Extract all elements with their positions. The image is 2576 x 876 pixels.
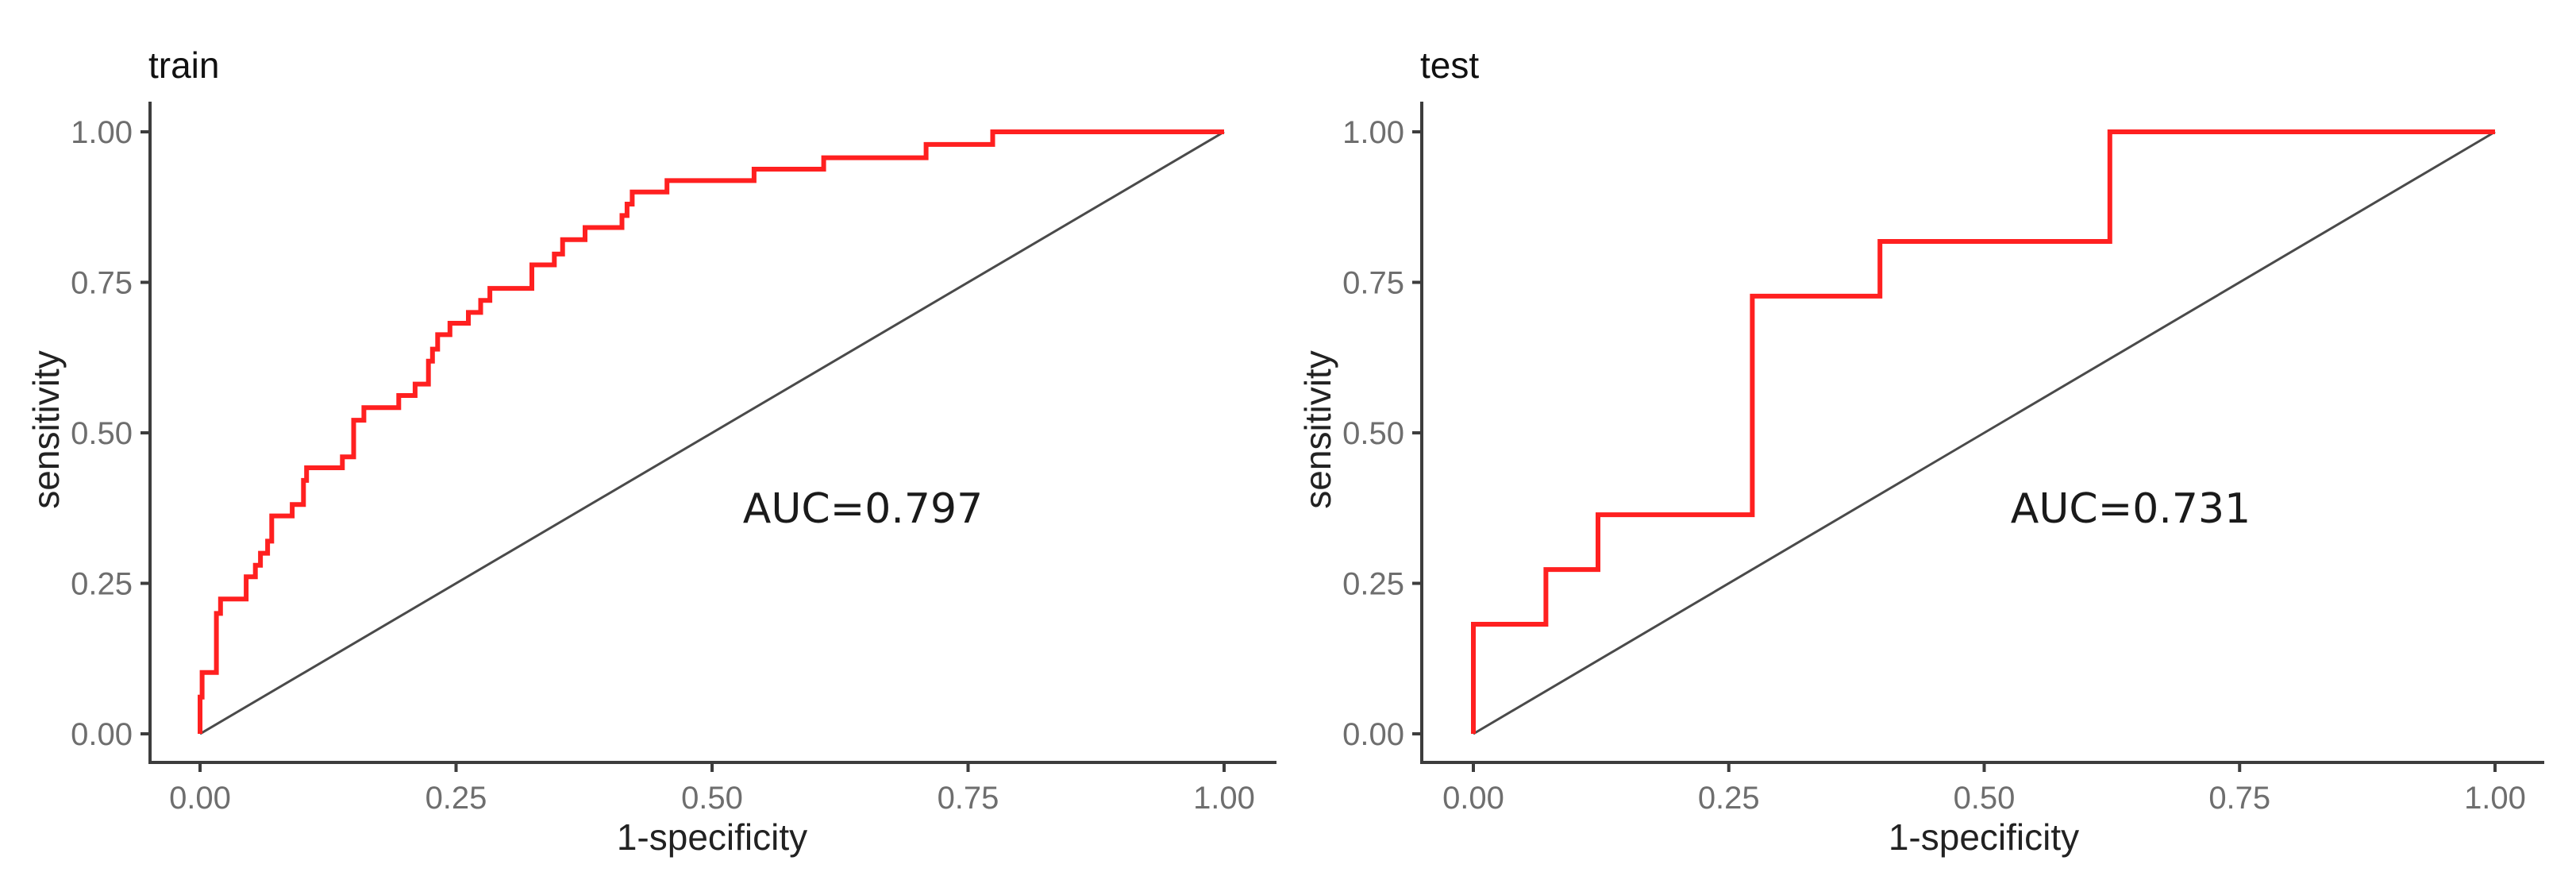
reference-diagonal	[1473, 130, 2496, 735]
x-tick-label: 1.00	[2464, 781, 2526, 816]
roc-curve	[198, 129, 1224, 734]
y-tick-label: 0.50	[71, 416, 133, 451]
y-tick-label: 0.75	[1342, 266, 1404, 301]
test-panel: test 0.000.250.500.751.00 0.00 0.25 0.50 0.…	[1297, 44, 2544, 858]
panel-title: test	[1420, 44, 1479, 86]
y-axis: 0.00 0.25 0.50 0.75 1.00	[71, 102, 152, 764]
x-tick-label: 0.75	[2208, 781, 2270, 816]
y-tick-label: 0.25	[71, 567, 133, 602]
x-tick-label: 0.50	[1954, 781, 2016, 816]
y-axis-title: sensitivity	[1297, 350, 1338, 508]
x-tick-label: 0.25	[425, 781, 487, 816]
x-ticks: 0.00 0.25 0.50 0.75 1.00	[1442, 762, 2526, 816]
x-axis: 0.00 0.25 0.50 0.75 1.00	[148, 761, 1276, 816]
y-tick-label: 1.00	[1342, 115, 1404, 150]
y-tick-label: 1.00	[71, 115, 133, 150]
x-tick-label: 1.00	[1193, 781, 1255, 816]
y-tick-label: 0.00	[71, 717, 133, 752]
x-tick-label: 0.00	[169, 781, 231, 816]
x-axis-title: 1-specificity	[1889, 816, 2079, 858]
reference-diagonal	[199, 130, 1225, 735]
auc-label: AUC=0.731	[2011, 485, 2251, 533]
y-axis-title: sensitivity	[25, 350, 67, 508]
panel-title: train	[148, 44, 219, 86]
y-tick-label: 0.50	[1342, 416, 1404, 451]
y-tick-label: 0.75	[71, 266, 133, 301]
y-axis: 0.00 0.25 0.50 0.75 1.00	[1342, 102, 1423, 764]
roc-curve	[1471, 129, 2495, 734]
y-ticks: 0.00 0.25 0.50 0.75 1.00	[1342, 115, 1422, 752]
y-tick-label: 0.25	[1342, 567, 1404, 602]
x-ticks: 0.00 0.25 0.50 0.75 1.00	[169, 762, 1255, 816]
x-tick-label: 0.00	[1442, 781, 1504, 816]
x-axis-title: 1-specificity	[617, 816, 807, 858]
x-tick-label: 0.75	[938, 781, 999, 816]
x-axis: 0.00 0.25 0.50 0.75 1.00	[1420, 761, 2544, 816]
auc-label: AUC=0.797	[743, 485, 983, 533]
x-tick-label: 0.25	[1698, 781, 1760, 816]
train-panel: train 0.000.250.500.751.00 0.00 0.25 0.50 0…	[25, 44, 1276, 858]
y-tick-label: 0.00	[1342, 717, 1404, 752]
x-tick-label: 0.50	[681, 781, 743, 816]
y-ticks: 0.00 0.25 0.50 0.75 1.00	[71, 115, 150, 752]
